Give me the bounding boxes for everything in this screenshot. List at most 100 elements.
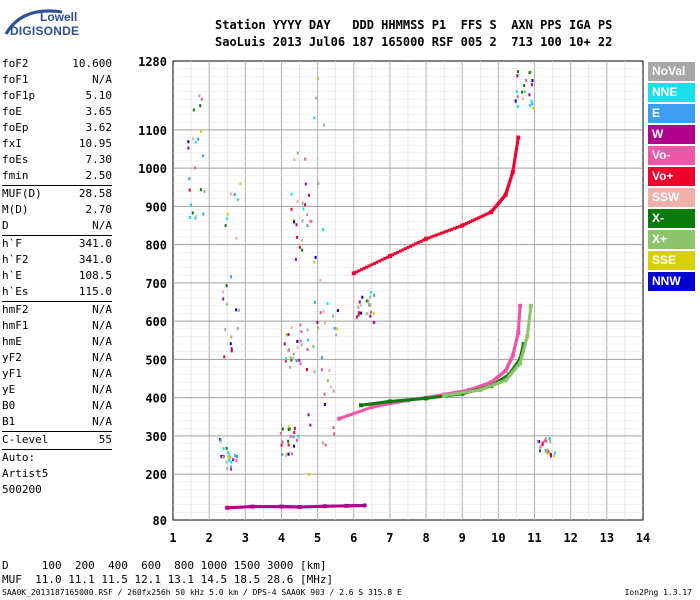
trace-point <box>363 403 367 407</box>
trace-point <box>529 306 533 310</box>
trace-point <box>465 390 469 394</box>
trace-point <box>522 348 526 352</box>
trace-point <box>466 221 470 225</box>
trace-point <box>489 384 493 388</box>
trace-point <box>522 346 526 350</box>
trace-point <box>365 265 369 269</box>
noise-dot <box>296 151 299 155</box>
trace-point <box>528 313 532 317</box>
noise-dot <box>369 290 372 294</box>
data-point <box>297 504 302 509</box>
noise-dot <box>220 454 223 458</box>
trace-point <box>476 388 480 392</box>
noise-dot <box>300 239 303 243</box>
trace-point <box>526 326 530 330</box>
noise-dot <box>309 219 312 223</box>
noise-dot <box>188 177 191 181</box>
noise-dot <box>225 446 228 450</box>
noise-dot <box>280 443 283 447</box>
noise-dot <box>199 188 202 192</box>
noise-dot <box>528 93 531 97</box>
data-point <box>460 223 465 228</box>
trace-point <box>401 398 405 402</box>
param-separator <box>2 431 112 432</box>
trace-point <box>498 380 502 384</box>
param-separator <box>2 301 112 302</box>
trace-point <box>342 415 346 419</box>
noise-dot <box>223 355 226 359</box>
data-point <box>528 303 533 308</box>
trace-point <box>527 321 531 325</box>
noise-dot <box>521 97 524 101</box>
noise-dot <box>235 308 238 312</box>
noise-dot <box>225 284 228 288</box>
param-row-hmf2: hmF2 N/A <box>2 302 112 318</box>
param-value: 341.0 <box>78 253 112 266</box>
trace-point <box>509 176 513 180</box>
trace-point <box>372 405 376 409</box>
noise-dot <box>287 349 290 353</box>
trace-point <box>427 396 431 400</box>
noise-dot <box>293 426 296 430</box>
noise-dot <box>332 314 335 318</box>
trace-point <box>409 398 413 402</box>
data-point <box>442 393 447 398</box>
data-point <box>516 330 521 335</box>
trace-point <box>496 381 500 385</box>
trace-point <box>484 386 488 390</box>
trace-point <box>307 505 311 509</box>
noise-dot <box>517 70 520 74</box>
noise-dot <box>306 328 309 332</box>
trace-point <box>401 248 405 252</box>
param-label: foE <box>2 105 22 118</box>
noise-dot <box>234 454 237 458</box>
param-value: 10.600 <box>72 57 112 70</box>
data-point <box>503 192 508 197</box>
noise-dot <box>188 188 191 192</box>
trace-point <box>393 252 397 256</box>
trace-point <box>369 402 373 406</box>
noise-dot <box>360 311 363 315</box>
noise-dot <box>333 432 336 436</box>
trace-point <box>508 180 512 184</box>
noise-dot <box>296 339 299 343</box>
trace-point <box>458 390 462 394</box>
trace-point <box>437 395 441 399</box>
trace-point <box>261 505 265 509</box>
trace-point <box>331 504 335 508</box>
data-point <box>250 504 255 509</box>
param-row-hmf1: hmF1 N/A <box>2 318 112 334</box>
trace-point <box>515 140 519 144</box>
noise-dot <box>304 182 307 186</box>
data-point <box>525 334 530 339</box>
legend-item-e: E <box>648 104 695 123</box>
noise-dot <box>299 362 302 366</box>
trace-point <box>310 505 314 509</box>
trace-point <box>462 223 466 227</box>
noise-dot <box>305 368 308 372</box>
footer-muf-row: MUF 11.0 11.1 11.5 12.1 13.1 14.5 18.5 2… <box>2 573 334 586</box>
noise-dot <box>543 439 546 443</box>
noise-dot <box>332 426 335 430</box>
x-tick-label: 11 <box>527 531 541 545</box>
trace-point <box>527 323 531 327</box>
trace-point <box>440 231 444 235</box>
noise-dot <box>332 389 335 393</box>
noise-dot <box>307 193 310 197</box>
trace-point <box>421 238 425 242</box>
noise-dot <box>532 106 535 110</box>
noise-dot <box>326 301 329 305</box>
noise-dot <box>306 347 309 351</box>
data-point <box>503 378 508 383</box>
noise-dot <box>335 333 338 337</box>
noise-dot <box>357 305 360 309</box>
param-label: h`E <box>2 269 22 282</box>
trace-point <box>527 317 531 321</box>
noise-dot <box>357 311 360 315</box>
noise-dot <box>314 255 317 259</box>
footer-file-info: SAA0K_2013187165000.RSF / 260fx256h 50 k… <box>2 588 402 597</box>
noise-dot <box>547 450 550 454</box>
ionogram-chart: 1 2 3 4 5 6 7 8 9 10 11 12 13 14128011001000900800700… <box>138 55 650 545</box>
trace-point <box>487 385 491 389</box>
noise-dot <box>199 104 202 108</box>
